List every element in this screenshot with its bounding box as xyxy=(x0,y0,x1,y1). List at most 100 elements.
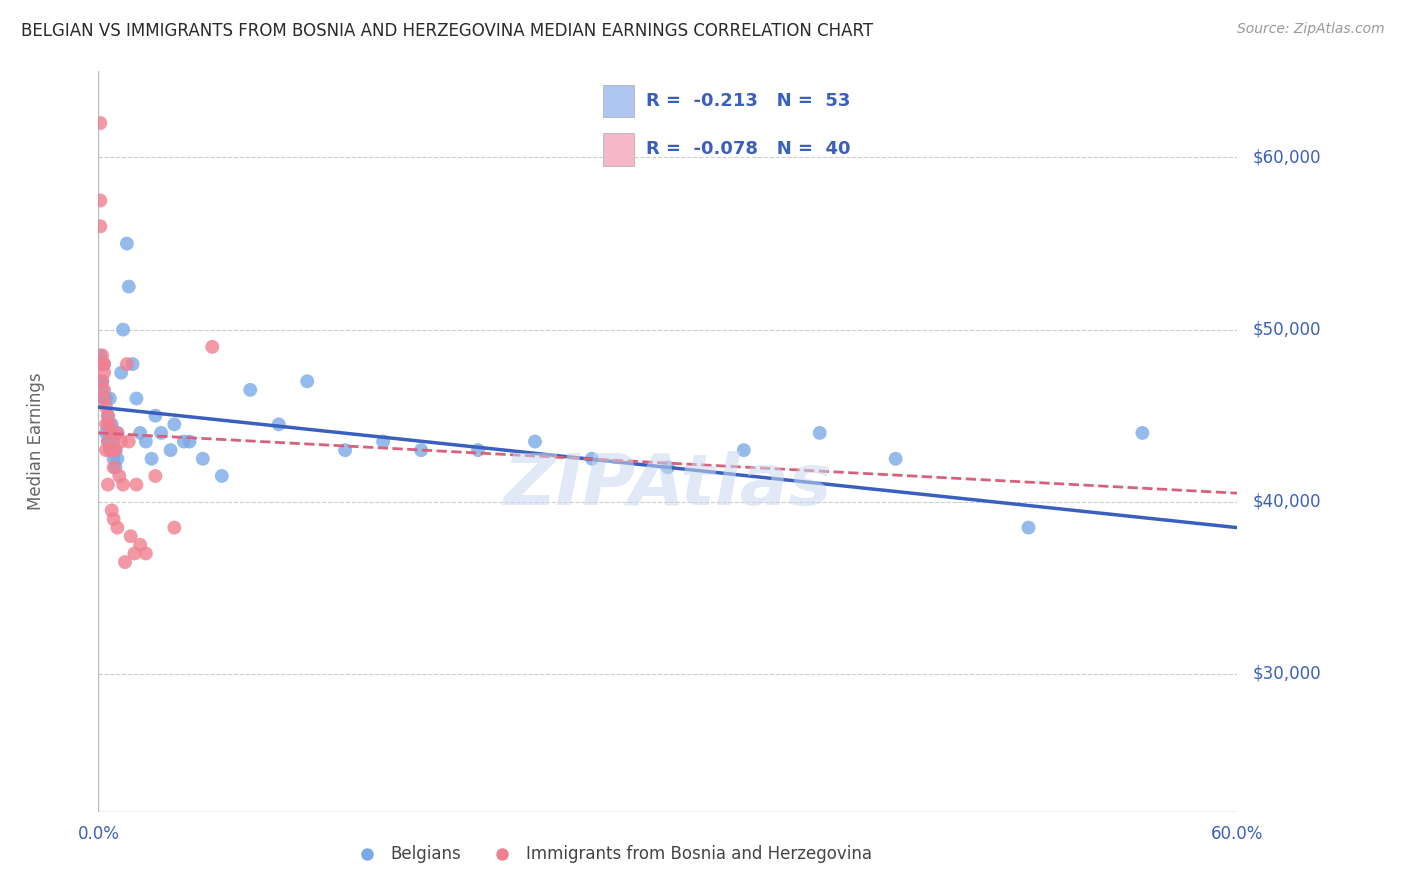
Point xyxy=(411,443,433,458)
Point xyxy=(89,116,111,130)
Point xyxy=(93,383,115,397)
Point xyxy=(93,357,115,371)
Point xyxy=(884,451,907,466)
Point xyxy=(89,219,111,234)
Text: BELGIAN VS IMMIGRANTS FROM BOSNIA AND HERZEGOVINA MEDIAN EARNINGS CORRELATION CH: BELGIAN VS IMMIGRANTS FROM BOSNIA AND HE… xyxy=(21,22,873,40)
Point xyxy=(97,434,120,449)
Text: $60,000: $60,000 xyxy=(1253,148,1322,167)
Point xyxy=(1132,425,1154,440)
Point xyxy=(581,451,603,466)
Point xyxy=(107,521,129,535)
Point xyxy=(112,323,135,337)
Point xyxy=(104,460,127,475)
Point xyxy=(467,443,489,458)
Point xyxy=(239,383,262,397)
Point xyxy=(103,512,125,526)
Text: 60.0%: 60.0% xyxy=(1211,825,1264,844)
Point xyxy=(163,417,186,432)
Point xyxy=(98,392,121,406)
Point xyxy=(97,477,120,491)
Point xyxy=(118,279,141,293)
Point xyxy=(103,460,125,475)
Point xyxy=(107,451,129,466)
Point xyxy=(211,469,233,483)
Point xyxy=(94,443,117,458)
Point xyxy=(93,392,115,406)
Point xyxy=(97,417,120,432)
Point xyxy=(135,434,157,449)
Point xyxy=(91,383,114,397)
Point xyxy=(114,555,136,569)
Point xyxy=(89,357,111,371)
Point xyxy=(94,417,117,432)
Point xyxy=(112,477,135,491)
Text: $30,000: $30,000 xyxy=(1253,665,1322,683)
Point xyxy=(145,469,167,483)
Point xyxy=(108,469,131,483)
Point xyxy=(93,357,115,371)
Point xyxy=(120,529,142,543)
Point xyxy=(91,348,114,362)
Text: R =  -0.213   N =  53: R = -0.213 N = 53 xyxy=(647,93,851,111)
Bar xyxy=(603,86,634,118)
Point xyxy=(159,443,181,458)
Bar xyxy=(603,134,634,166)
Point xyxy=(335,443,357,458)
Point xyxy=(150,425,173,440)
Point xyxy=(100,443,122,458)
Point xyxy=(145,409,167,423)
Point xyxy=(129,425,152,440)
Point xyxy=(115,236,138,251)
Point xyxy=(98,425,121,440)
Point xyxy=(100,425,122,440)
Point xyxy=(141,451,163,466)
Text: R =  -0.078   N =  40: R = -0.078 N = 40 xyxy=(647,141,851,159)
Point xyxy=(129,538,152,552)
Point xyxy=(97,434,120,449)
Point xyxy=(125,477,148,491)
Point xyxy=(110,434,132,449)
Point xyxy=(100,503,122,517)
Point xyxy=(103,451,125,466)
Point xyxy=(93,366,115,380)
Point xyxy=(173,434,195,449)
Point xyxy=(297,374,319,388)
Point xyxy=(733,443,755,458)
Text: Median Earnings: Median Earnings xyxy=(27,373,45,510)
Point xyxy=(115,357,138,371)
Point xyxy=(371,434,394,449)
Point xyxy=(179,434,201,449)
Text: ZIPAtlas: ZIPAtlas xyxy=(503,451,832,520)
Point xyxy=(98,443,121,458)
Point xyxy=(98,417,121,432)
Point xyxy=(100,417,122,432)
Point xyxy=(97,409,120,423)
Point xyxy=(808,425,831,440)
Text: 0.0%: 0.0% xyxy=(77,825,120,844)
Point xyxy=(121,357,143,371)
Point xyxy=(107,425,129,440)
Point xyxy=(89,194,111,208)
Legend: Belgians, Immigrants from Bosnia and Herzegovina: Belgians, Immigrants from Bosnia and Her… xyxy=(343,838,879,870)
Point xyxy=(118,434,141,449)
Point xyxy=(107,425,129,440)
Point xyxy=(104,443,127,458)
Point xyxy=(135,546,157,560)
Point xyxy=(104,443,127,458)
Point xyxy=(1018,521,1040,535)
Point xyxy=(524,434,547,449)
Point xyxy=(124,546,146,560)
Text: Source: ZipAtlas.com: Source: ZipAtlas.com xyxy=(1237,22,1385,37)
Point xyxy=(125,392,148,406)
Point xyxy=(657,460,679,475)
Point xyxy=(94,425,117,440)
Point xyxy=(201,340,224,354)
Point xyxy=(89,348,111,362)
Point xyxy=(91,357,114,371)
Point xyxy=(94,392,117,406)
Point xyxy=(110,366,132,380)
Point xyxy=(97,409,120,423)
Point xyxy=(93,392,115,406)
Text: $40,000: $40,000 xyxy=(1253,492,1322,511)
Point xyxy=(103,434,125,449)
